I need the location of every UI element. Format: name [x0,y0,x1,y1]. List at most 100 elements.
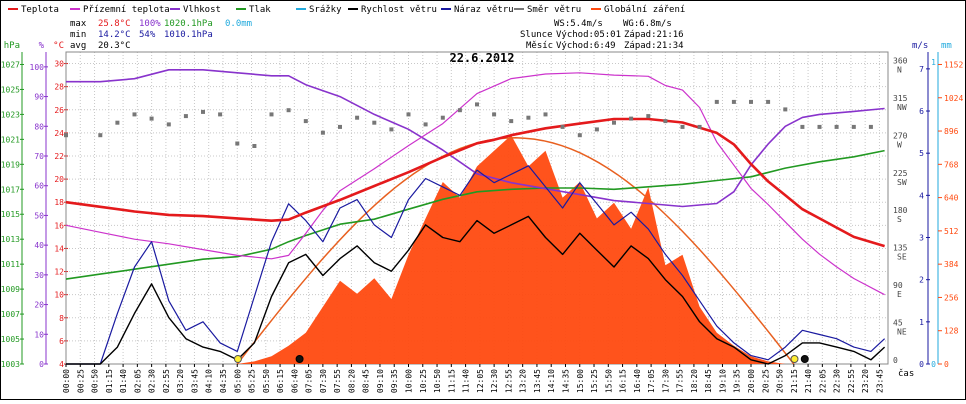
axis-tick-label-temperature: 4 [59,360,64,369]
stat-max-rain: 0.0mm [225,19,252,29]
axis-tick-label-temperature: 16 [54,221,64,230]
x-axis-tick-label: 09:35 [390,369,399,393]
legend-label: Náraz větru [454,5,514,15]
wind-direction-point [372,120,377,125]
axis-tick-label-pressure: 1021 [1,135,20,144]
legend-label: Vlhkost [183,5,221,15]
axis-tick-label-wind-speed: 3 [919,234,924,243]
axis-tick-label-radiation: 256 [944,293,959,302]
axis-tick-label-wind-speed: 2 [919,276,924,285]
axis-tick-label-wind-direction: 360 [893,56,908,65]
stat-ws: WS:5.4m/s [554,19,603,29]
wind-direction-point [834,124,839,129]
x-axis-tick-label: 11:40 [462,369,471,393]
x-axis-tick-label: 22:55 [847,369,856,393]
wind-direction-point [680,124,685,129]
axis-tick-label-wind-direction: 90 [893,281,903,290]
x-axis-tick-label: 05:25 [248,369,257,393]
wind-direction-point [714,99,719,104]
legend-label: Přízemní teplota [83,5,170,15]
axis-tick-label-wind-compass: N [897,65,902,74]
wind-direction-point [492,112,497,117]
x-axis-tick-label: 05:50 [262,369,271,393]
x-axis-tick-label: 15:00 [576,369,585,393]
stat-moon-rise: Východ:6:49 [556,41,616,51]
stat-max-hum: 100% [139,19,161,29]
axis-tick-label-humidity: 10 [34,330,44,339]
wind-direction-point [594,127,599,132]
axis-tick-label-rain: 1 [931,58,936,67]
x-axis-tick-label: 08:45 [362,369,371,393]
stat-max-press: 1020.1hPa [164,19,213,29]
axis-unit-humidity: % [39,41,45,51]
axis-unit-wind-speed: m/s [912,41,928,51]
wind-direction-point [440,115,445,120]
axis-tick-label-pressure: 1007 [1,310,20,319]
stat-wg: WG:6.8m/s [623,19,672,29]
x-axis-tick-label: 15:50 [604,369,613,393]
wind-direction-point [783,107,788,112]
stat-sun-label: Slunce [520,30,553,40]
sun-marker [790,355,799,363]
axis-tick-label-humidity: 90 [34,93,44,102]
axis-tick-label-wind-speed: 5 [919,149,924,158]
wind-direction-point [868,124,873,129]
theoretical-radiation-line [236,137,795,365]
axis-tick-label-radiation: 640 [944,194,959,203]
axis-tick-label-humidity: 0 [39,360,44,369]
axis-tick-label-pressure: 1017 [1,185,20,194]
axis-tick-label-pressure: 1019 [1,160,20,169]
axis-tick-label-radiation: 896 [944,127,959,136]
axis-tick-label-pressure: 1025 [1,85,20,94]
axis-tick-label-pressure: 1023 [1,110,20,119]
wind-direction-point [457,108,462,113]
x-axis-tick-label: 16:40 [633,369,642,393]
stat-avg-temp: 20.3°C [98,41,131,51]
axis-tick-label-pressure: 1015 [1,210,20,219]
axis-tick-label-wind-compass: S [897,215,902,224]
x-axis-tick-label: 18:20 [690,369,699,393]
x-axis-tick-label: 07:55 [333,369,342,393]
x-axis-tick-label: 10:00 [405,369,414,393]
axis-tick-label-temperature: 30 [54,60,64,69]
x-axis-tick-label: 23:45 [875,369,884,393]
x-axis-tick-label: 18:45 [704,369,713,393]
axis-tick-label-temperature: 18 [54,198,64,207]
axis-tick-label-humidity: 30 [34,271,44,280]
x-axis-tick-label: 08:20 [347,369,356,393]
x-axis-tick-label: 20:25 [761,369,770,393]
axis-tick-label-wind-compass: SW [897,178,907,187]
axis-tick-label-temperature: 10 [54,291,64,300]
x-axis-tick-label: 11:15 [447,369,456,393]
series-line-humidity [66,69,885,208]
axis-tick-label-wind-direction: 315 [893,94,908,103]
stat-min-label: min [70,30,86,40]
wind-direction-point [577,133,582,138]
wind-direction-point [269,112,274,117]
x-axis-tick-label: 16:15 [619,369,628,393]
x-axis-tick-label: 14:10 [547,369,556,393]
x-axis-tick-label: 17:05 [647,369,656,393]
wind-direction-point [389,127,394,132]
axis-tick-label-humidity: 100 [30,63,45,72]
x-axis-tick-label: 17:55 [676,369,685,393]
x-axis-tick-label: 22:30 [833,369,842,393]
series-line-wind-speed [66,215,886,365]
axis-tick-label-temperature: 24 [54,129,64,138]
x-axis-tick-label: 01:40 [119,369,128,393]
wind-direction-point [560,124,565,129]
x-axis-tick-label: 20:00 [747,369,756,393]
x-axis-tick-label: 01:15 [105,369,114,393]
wind-direction-point [218,112,223,117]
x-axis-tick-label: 14:35 [561,369,570,393]
x-axis-tick-label: 03:20 [176,369,185,393]
x-axis-tick-label: 09:10 [376,369,385,393]
x-axis-tick-label: 06:15 [276,369,285,393]
wind-direction-point [697,124,702,129]
wind-direction-point [320,130,325,135]
legend-label: Globální záření [604,5,685,15]
x-axis-tick-label: 21:40 [804,369,813,393]
stat-max-label: max [70,19,87,29]
x-axis-tick-label: 10:25 [419,369,428,393]
wind-direction-point [766,99,771,104]
